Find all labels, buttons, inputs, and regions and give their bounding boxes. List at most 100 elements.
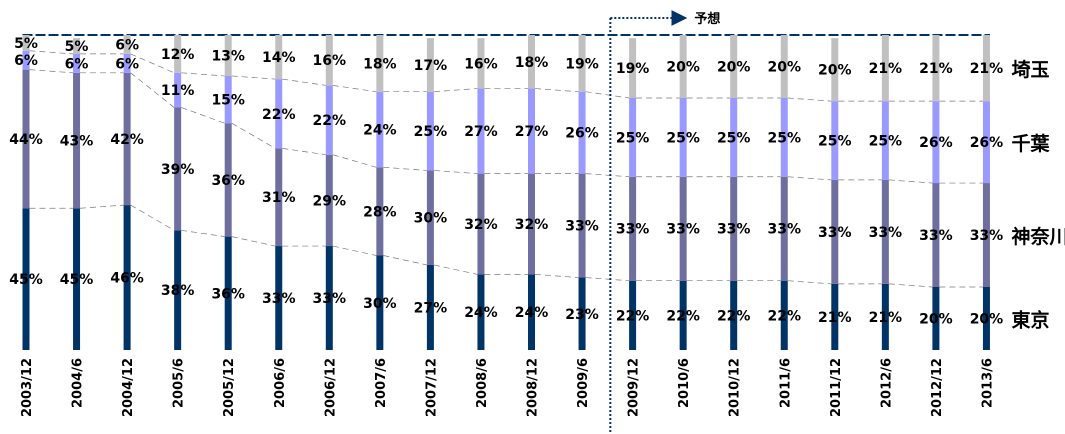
bar-segment [578,35,586,92]
bar-segment [275,246,283,350]
data-label: 45% [60,272,94,288]
data-label: 33% [767,222,801,238]
bar-segment [730,35,738,98]
bar-segment [982,287,990,350]
data-label: 25% [616,130,650,146]
data-label: 33% [818,225,852,241]
series-label: 神奈川 [1011,225,1065,248]
x-tick-label: 2012/6 [879,358,894,408]
series-label: 千葉 [1011,133,1050,155]
data-label: 22% [666,308,700,324]
data-label: 6% [115,56,139,72]
bar-segment [932,183,940,287]
data-label: 33% [616,222,650,238]
bar-segment [982,183,990,287]
connector-line [181,72,225,77]
data-label: 26% [565,126,599,142]
connector-line [787,176,832,181]
data-label: 22% [616,308,650,324]
data-label: 25% [818,134,852,150]
connector-line [585,173,630,178]
connector-line [130,53,175,74]
bar-segment [578,277,586,350]
bar-segment [477,274,485,350]
connector-line [130,204,175,231]
bar-segment [174,107,182,231]
connector-line [585,91,630,99]
data-label: 42% [110,132,144,148]
data-label: 11% [161,83,195,99]
data-label: 22% [262,107,296,123]
bar-segment [22,208,30,350]
connector-line [332,245,377,256]
data-label: 19% [565,56,599,72]
x-tick-label: 2007/12 [424,358,439,417]
data-label: 43% [60,134,94,150]
x-tick-label: 2008/12 [526,358,541,417]
data-label: 15% [211,93,245,109]
bar-segment [224,123,232,237]
connector-line [433,88,478,93]
data-label: 24% [464,305,498,321]
x-tick-label: 2005/6 [172,358,187,408]
connector-line [181,229,225,237]
data-label: 46% [110,271,144,287]
data-label: 22% [767,308,801,324]
data-label: 25% [414,124,448,140]
data-label: 25% [869,134,903,150]
data-label: 6% [14,53,38,69]
bar-segment [679,35,687,98]
data-label: 6% [115,37,139,53]
connector-line [383,255,427,266]
bar-segment [780,176,788,281]
data-label: 18% [515,55,549,71]
connector-line [332,85,377,93]
x-tick-label: 2003/12 [20,358,35,417]
bar-segment [73,38,81,54]
data-label: 30% [414,211,448,227]
connector-line [282,148,326,156]
connector-line [29,50,74,55]
bar-segment [224,75,232,124]
bar-segment [780,280,788,350]
bar-segment [123,35,131,54]
x-tick-label: 2009/6 [576,358,591,408]
bar-segment [932,101,940,184]
bar-segment [426,91,434,171]
x-tick-label: 2008/6 [475,358,490,408]
x-tick-label: 2005/12 [222,358,237,417]
data-label: 5% [65,39,89,55]
bar-segment [528,88,535,174]
data-label: 29% [313,193,347,209]
connector-line [231,122,276,149]
bar-segment [73,53,81,73]
bar-segment [123,53,131,73]
bar-segment [578,173,586,278]
bar-segment [831,101,839,180]
bar-segment [528,35,535,89]
data-label: 27% [515,124,549,140]
data-label: 24% [515,305,549,321]
data-label: 16% [313,53,347,69]
bar-segment [174,72,182,108]
data-label: 16% [464,56,498,72]
bar-segment [376,35,384,92]
connector-line [433,264,478,275]
bar-segment [275,148,283,247]
data-label: 18% [363,56,397,72]
bar-segment [730,280,738,350]
bar-segment [730,176,738,281]
data-label: 36% [211,173,245,189]
data-labels: 45%44%6%5%45%43%6%5%46%42%6%6%38%39%11%1… [9,36,1003,328]
bar-segment [629,38,637,98]
data-label: 21% [869,61,903,77]
data-label: 25% [767,130,801,146]
data-label: 21% [919,61,953,77]
connector-line [888,179,933,184]
bar-segment [780,98,788,177]
bar-segment [426,38,434,92]
bar-segment [629,176,637,281]
bar-segment [477,88,485,174]
x-tick-label: 2007/6 [374,358,389,408]
